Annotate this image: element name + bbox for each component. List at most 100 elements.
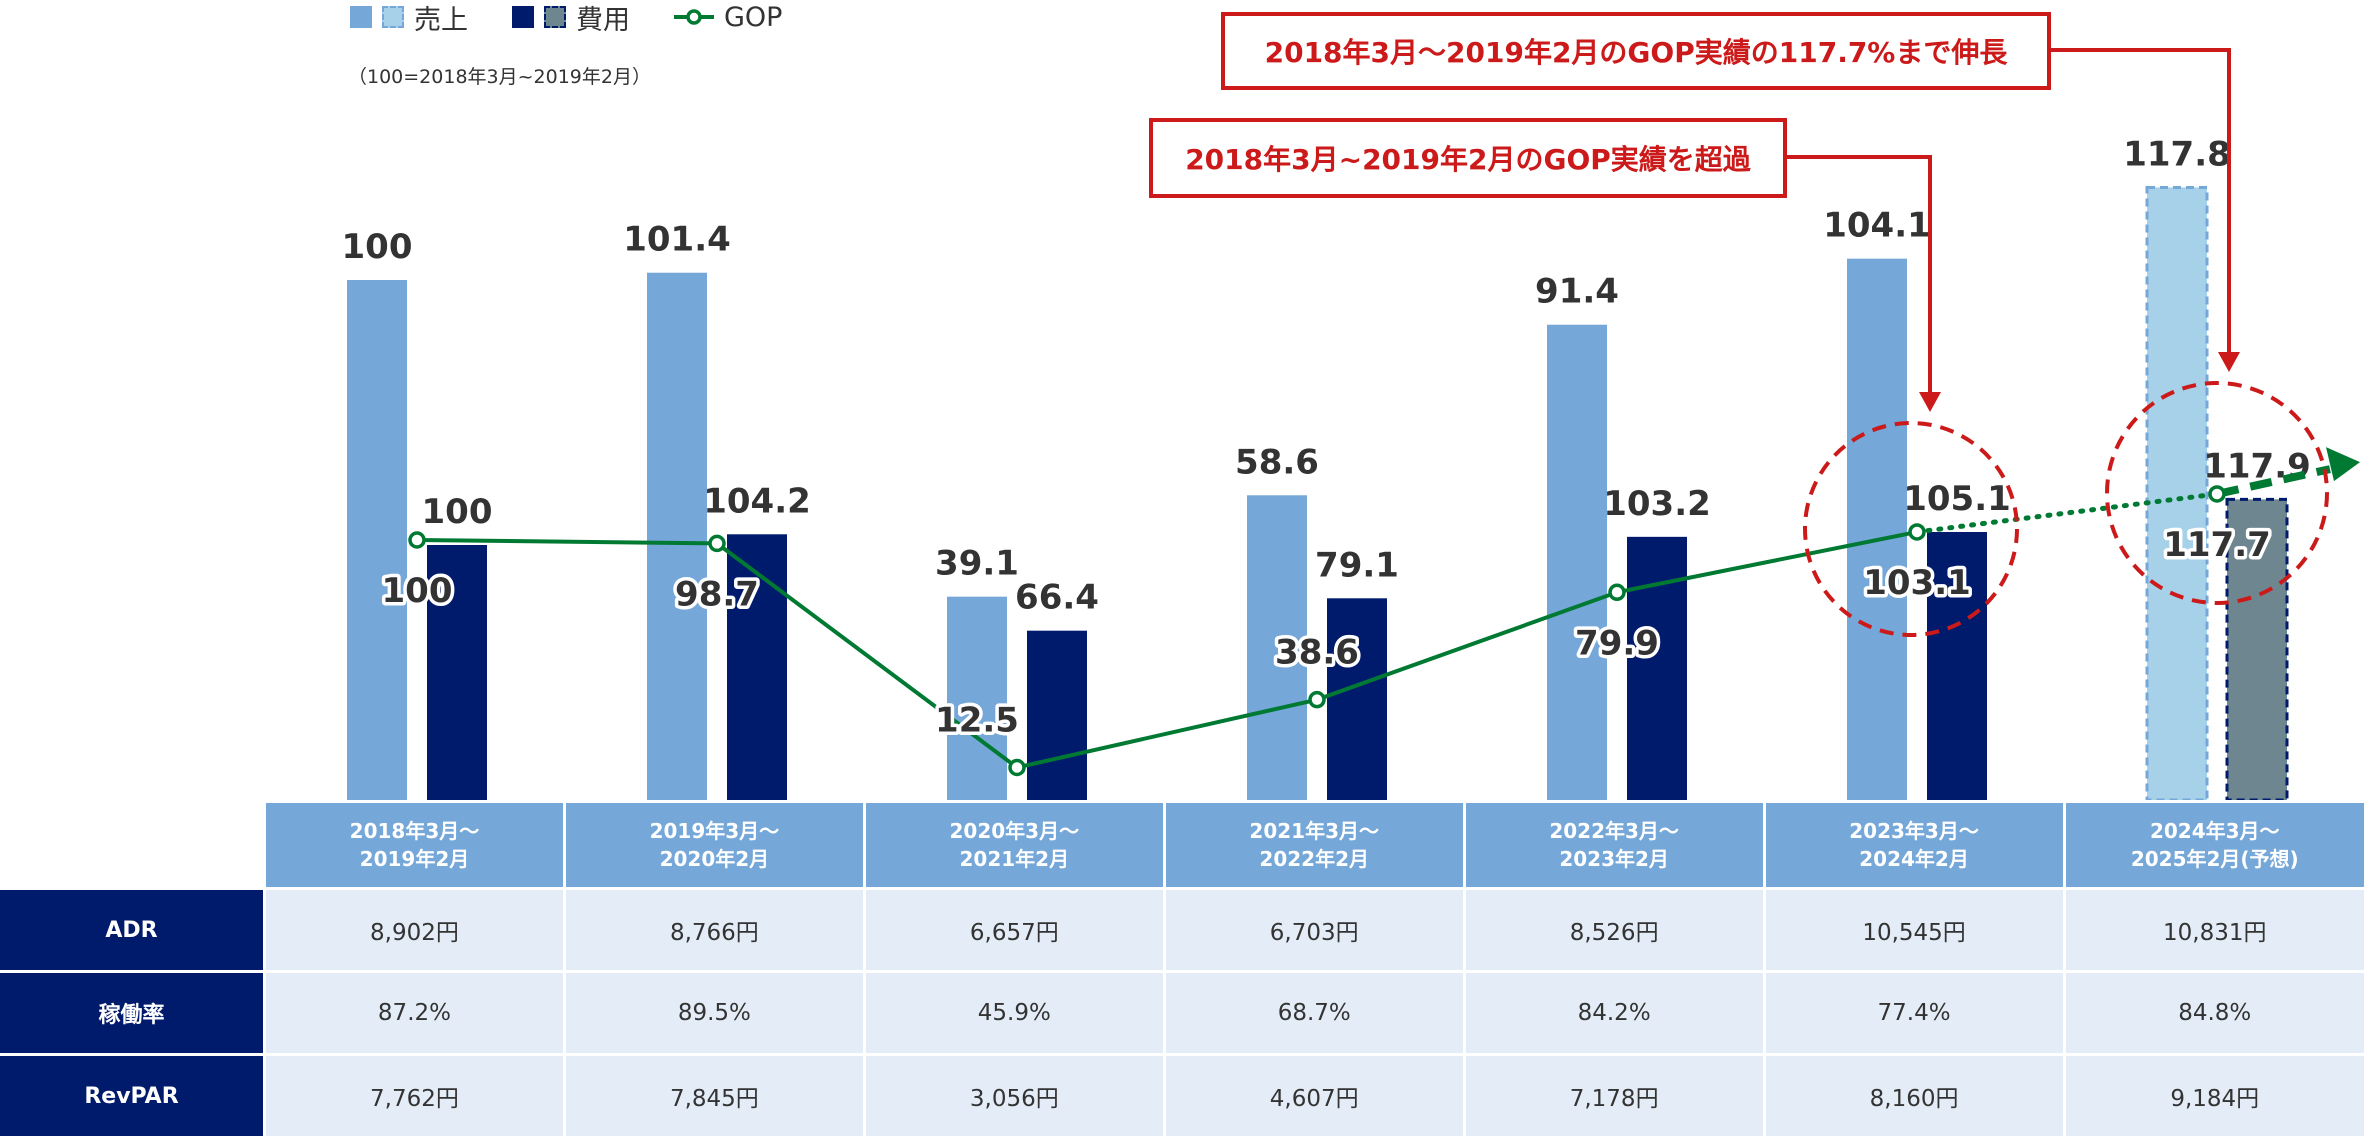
table-cell: 7,845円 xyxy=(562,1053,866,1139)
gop-point xyxy=(1308,690,1326,709)
table-cell: 8,766円 xyxy=(562,887,866,973)
column-header-label: 2020年3月～ 2021年2月 xyxy=(949,819,1080,871)
table-cell: 7,762円 xyxy=(263,1053,566,1139)
gop-point xyxy=(708,534,726,553)
table-cell: 10,545円 xyxy=(1762,887,2066,973)
table-cell: 84.8% xyxy=(2062,970,2364,1056)
expenses-bar xyxy=(727,534,787,800)
gop-line xyxy=(416,529,1918,770)
legend: 売上 費用 GOP xyxy=(350,0,826,36)
column-header: 2024年3月～ 2025年2月(予想) xyxy=(2062,800,2364,890)
column-header-label: 2021年3月～ 2022年2月 xyxy=(1249,819,1380,871)
expenses-bar xyxy=(1027,630,1087,800)
table-cell: 6,703円 xyxy=(1162,887,1466,973)
sales-bar-label: 91.4 xyxy=(1535,272,1619,312)
highlight-circle xyxy=(1803,421,2019,637)
callout-connector xyxy=(1787,155,1932,395)
row-label: RevPAR xyxy=(0,1053,266,1139)
gop-point-label: 117.7 xyxy=(2163,525,2271,565)
table-cell: 77.4% xyxy=(1762,970,2066,1056)
expenses-bar-label: 103.2 xyxy=(1603,484,1711,524)
legend-sales-label: 売上 xyxy=(414,4,468,36)
callout-connector xyxy=(2051,48,2231,355)
sales-bar xyxy=(1547,324,1607,800)
column-header-label: 2022年3月～ 2023年2月 xyxy=(1549,819,1679,871)
legend-sales-swatch xyxy=(350,6,372,28)
gop-forecast-line xyxy=(1914,491,2220,535)
sales-bar-label: 100 xyxy=(342,227,413,267)
row-label: 稼働率 xyxy=(0,970,266,1056)
gop-point-label: 100 xyxy=(382,571,453,611)
column-header: 2019年3月～ 2020年2月 xyxy=(562,800,866,890)
chart-canvas: 100 101.4 39.1 58.6 91.4 104.1 117.8 100 104.2 66… xyxy=(342,48,2360,800)
column-header: 2018年3月～ 2019年2月 xyxy=(263,800,566,890)
expenses-bar xyxy=(1327,598,1387,800)
sales-bar-label: 117.8 xyxy=(2123,134,2231,174)
sales-bar-label: 104.1 xyxy=(1823,206,1931,246)
sales-bar xyxy=(1247,495,1307,800)
sales-bar xyxy=(1847,258,1907,800)
gop-point-label: 12.5 xyxy=(935,701,1019,741)
kpi-table: 2018年3月～ 2019年2月 2019年3月～ 2020年2月 2020年3… xyxy=(0,800,2364,1139)
table-cell: 68.7% xyxy=(1162,970,1466,1056)
legend-gop-line-icon xyxy=(674,9,714,25)
expenses-bar-label: 100 xyxy=(422,492,493,532)
expenses-bar-label: 66.4 xyxy=(1015,578,1099,618)
table-cell: 9,184円 xyxy=(2062,1053,2364,1139)
sales-bar xyxy=(947,596,1007,800)
expenses-bar-label: 104.2 xyxy=(703,481,811,521)
gop-point xyxy=(1008,758,1026,777)
gop-point xyxy=(2208,485,2226,503)
sales-bar-label: 101.4 xyxy=(623,220,731,260)
gop-point xyxy=(408,531,426,549)
expenses-bar xyxy=(1627,536,1687,800)
column-header: 2020年3月～ 2021年2月 xyxy=(862,800,1166,890)
sales-bar-label: 58.6 xyxy=(1235,442,1319,482)
table-header-row: 2018年3月～ 2019年2月 2019年3月～ 2020年2月 2020年3… xyxy=(0,800,2364,890)
gop-trend-arrow-shaft xyxy=(2216,465,2331,498)
gop-point xyxy=(1908,523,1926,541)
gop-point xyxy=(1608,583,1626,602)
column-header-label: 2023年3月～ 2024年2月 xyxy=(1849,819,1979,871)
gop-point-label: 98.7 xyxy=(675,574,759,614)
table-cell: 4,607円 xyxy=(1162,1053,1466,1139)
table-cell: 8,902円 xyxy=(263,887,566,973)
callout-arrowhead xyxy=(2218,352,2240,372)
gop-point-label: 38.6 xyxy=(1275,633,1359,673)
legend-expenses-forecast-swatch xyxy=(544,6,566,28)
sales-bar-label: 39.1 xyxy=(935,544,1019,584)
table-cell: 7,178円 xyxy=(1462,1053,1766,1139)
legend-gop-label: GOP xyxy=(724,1,783,33)
callout-gop-exceeded: 2018年3月~2019年2月のGOP実績を超過 xyxy=(1149,118,1787,198)
gop-trend-arrowhead xyxy=(2326,447,2360,482)
table-row: 稼働率 87.2% 89.5% 45.9% 68.7% 84.2% 77.4% 84.8% xyxy=(0,970,2364,1056)
column-header: 2023年3月～ 2024年2月 xyxy=(1762,800,2066,890)
expenses-bar xyxy=(427,545,487,800)
column-header-label: 2024年3月～ 2025年2月(予想) xyxy=(2130,819,2299,871)
sales-bar xyxy=(347,280,407,800)
table-row: ADR 8,902円 8,766円 6,657円 6,703円 8,526円 10,545円… xyxy=(0,887,2364,973)
highlight-circle xyxy=(2105,381,2329,605)
column-header: 2022年3月～ 2023年2月 xyxy=(1462,800,1766,890)
table-cell: 8,526円 xyxy=(1462,887,1766,973)
table-row: RevPAR 7,762円 7,845円 3,056円 4,607円 7,178円 8,16… xyxy=(0,1053,2364,1139)
expenses-bar xyxy=(1927,531,1987,800)
column-header: 2021年3月～ 2022年2月 xyxy=(1162,800,1466,890)
table-cell: 89.5% xyxy=(562,970,866,1056)
sales-bar xyxy=(2145,185,2209,800)
gop-point-label: 79.9 xyxy=(1575,623,1659,663)
table-cell: 45.9% xyxy=(862,970,1166,1056)
legend-expenses-label: 費用 xyxy=(576,4,630,36)
expenses-bar-label: 79.1 xyxy=(1315,545,1399,585)
index-note: （100=2018年3月~2019年2月） xyxy=(348,66,651,88)
expenses-bar xyxy=(2225,497,2289,800)
legend-expenses-swatch xyxy=(512,6,534,28)
table-corner xyxy=(0,801,265,889)
table-cell: 6,657円 xyxy=(862,887,1166,973)
column-header-label: 2019年3月～ 2020年2月 xyxy=(649,819,780,871)
column-header-label: 2018年3月～ 2019年2月 xyxy=(349,819,480,871)
gop-point-label: 103.1 xyxy=(1863,563,1971,603)
callout-gop-117-7: 2018年3月～2019年2月のGOP実績の117.7%まで伸長 xyxy=(1221,12,2051,90)
table-cell: 8,160円 xyxy=(1762,1053,2066,1139)
legend-sales-forecast-swatch xyxy=(382,6,404,28)
